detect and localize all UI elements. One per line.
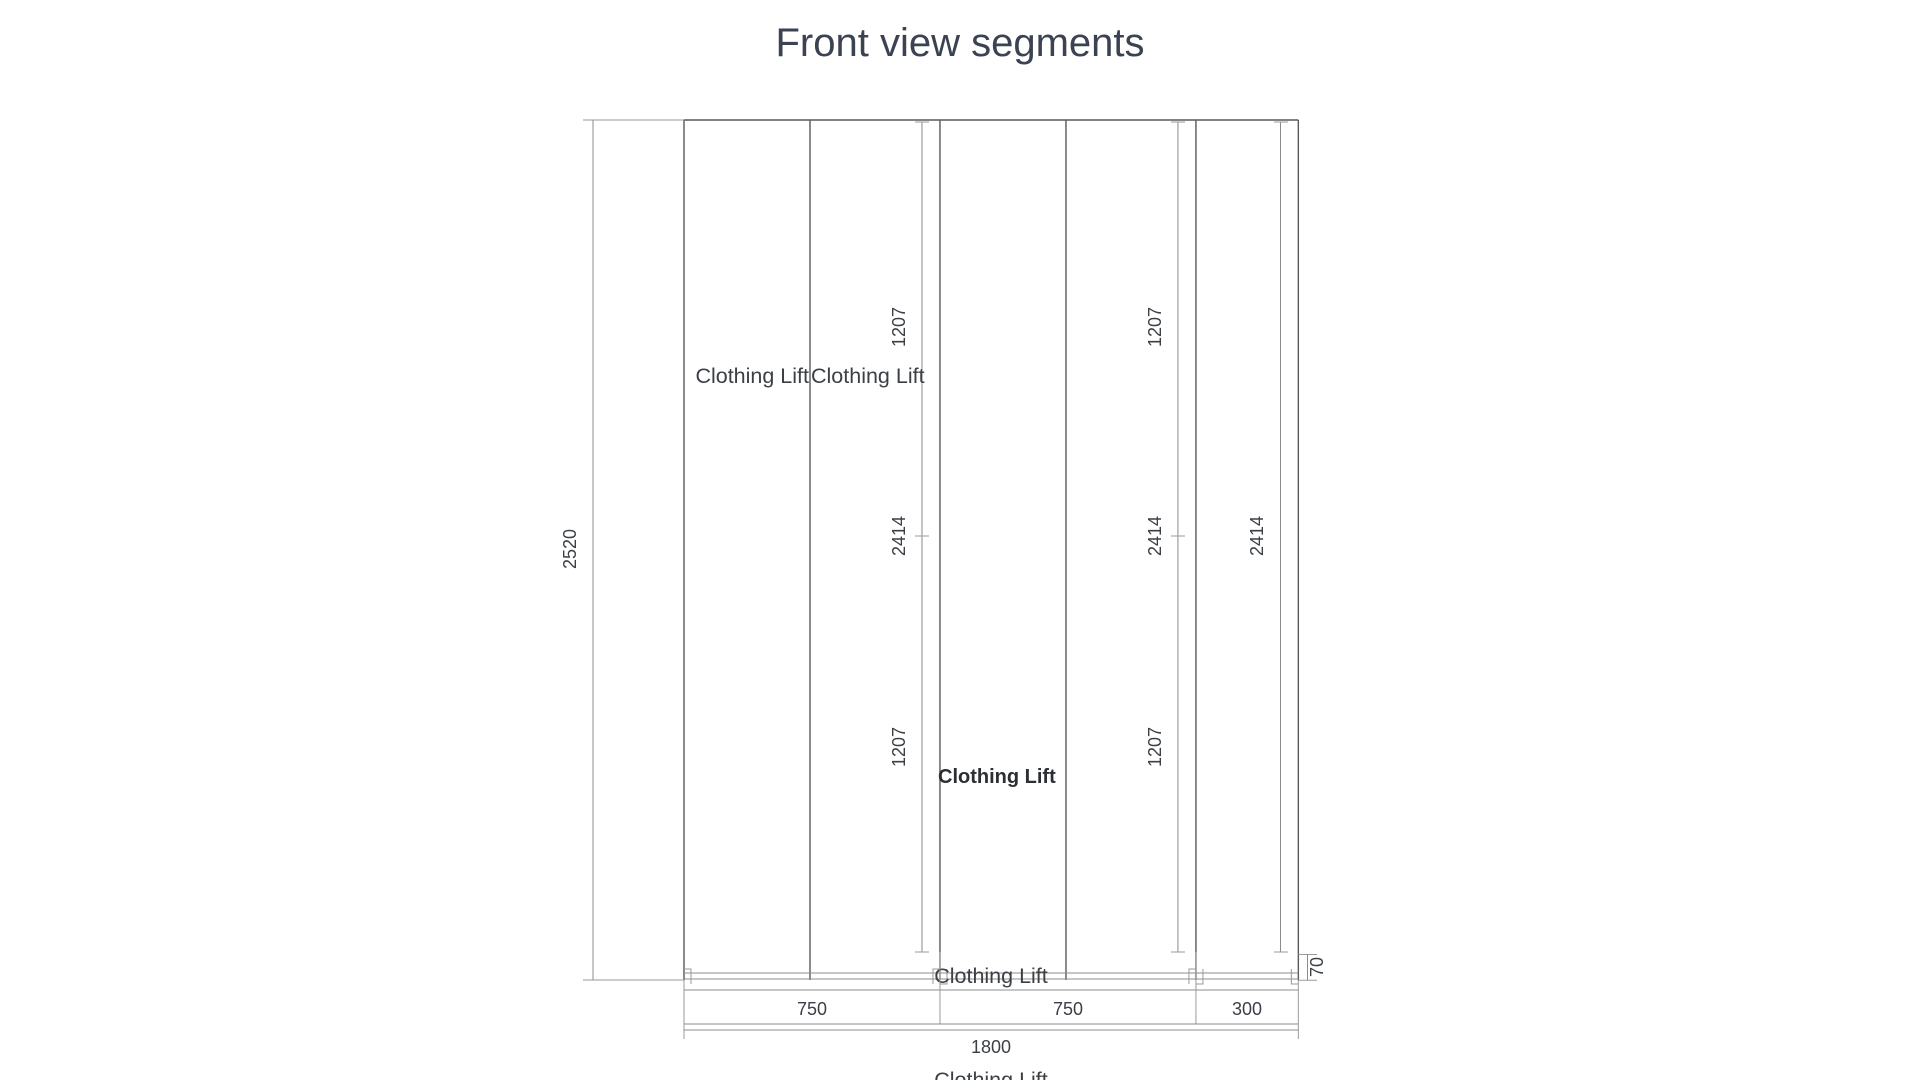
svg-text:750: 750 [797, 999, 827, 1019]
svg-text:Clothing Lift: Clothing Lift [695, 364, 809, 388]
svg-text:Clothing Lift: Clothing Lift [934, 1068, 1048, 1080]
svg-text:70: 70 [1307, 957, 1327, 977]
svg-text:Clothing Lift: Clothing Lift [938, 766, 1056, 788]
svg-text:750: 750 [1053, 999, 1083, 1019]
svg-text:Clothing Lift: Clothing Lift [811, 364, 925, 388]
svg-text:1800: 1800 [971, 1037, 1011, 1057]
svg-text:1207: 1207 [1145, 727, 1165, 767]
svg-text:2414: 2414 [1247, 516, 1267, 556]
svg-text:1207: 1207 [889, 307, 909, 347]
svg-text:1207: 1207 [1145, 307, 1165, 347]
svg-text:Clothing Lift: Clothing Lift [934, 964, 1048, 988]
svg-text:2414: 2414 [1145, 516, 1165, 556]
svg-text:2520: 2520 [560, 529, 580, 569]
svg-text:1207: 1207 [889, 727, 909, 767]
svg-text:300: 300 [1232, 999, 1262, 1019]
svg-text:2414: 2414 [889, 516, 909, 556]
